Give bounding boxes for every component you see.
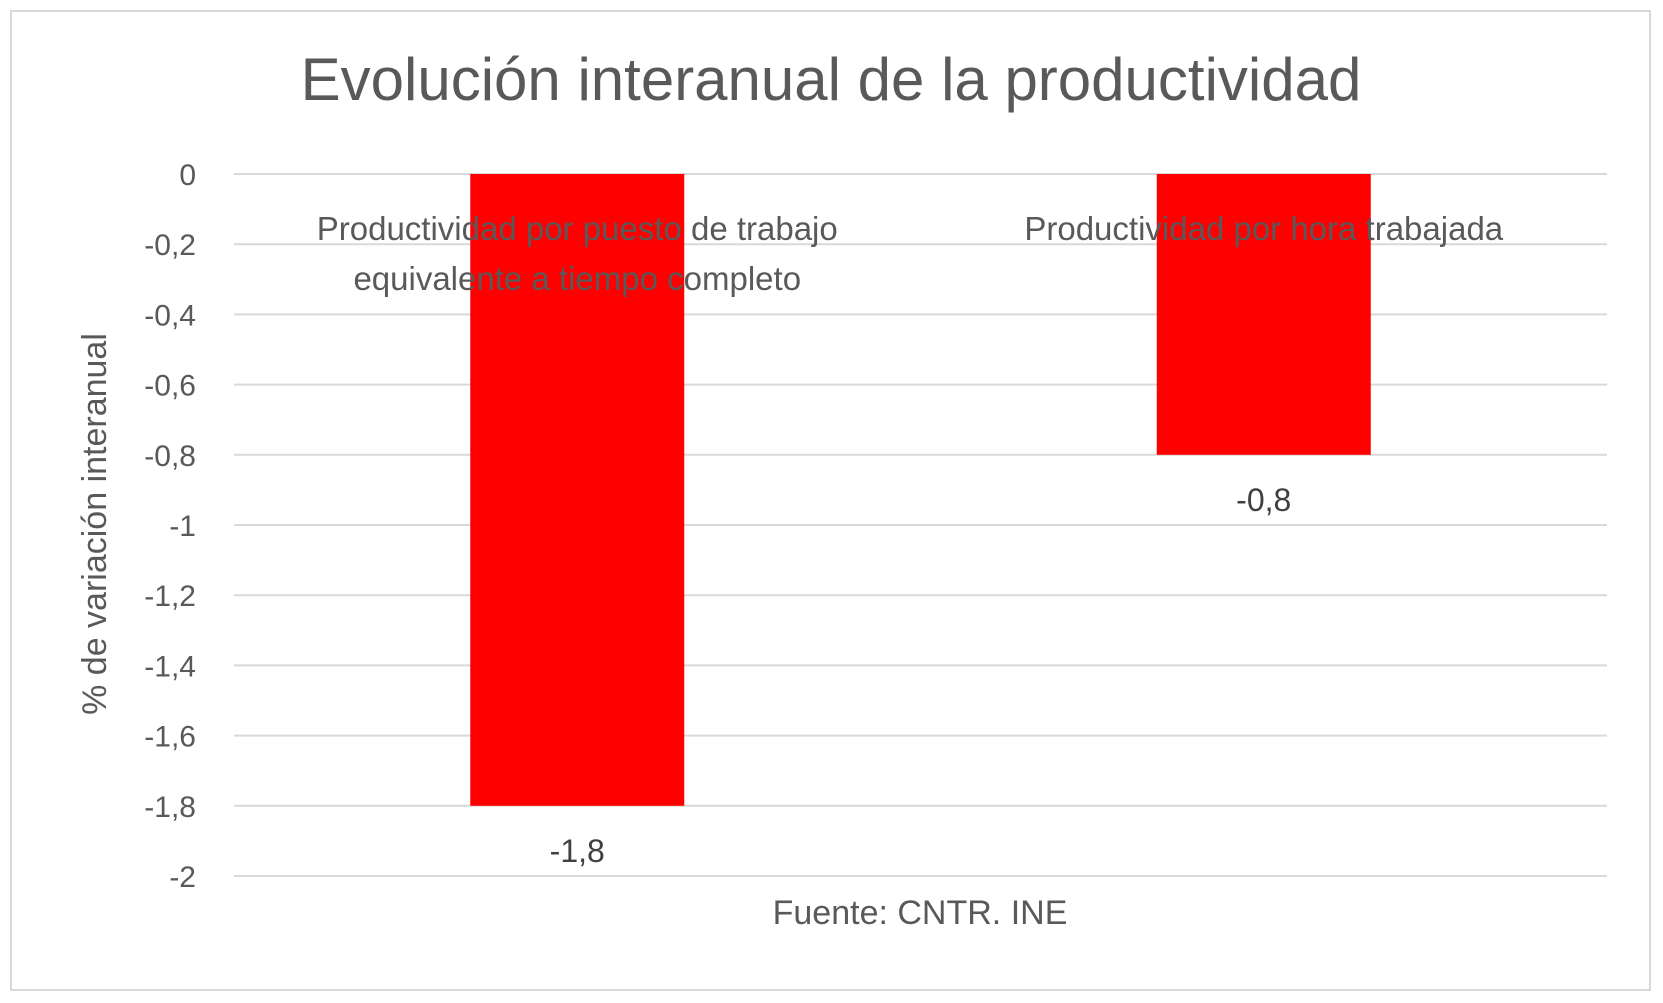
y-tick-label: -2 — [169, 861, 196, 894]
gridlines — [234, 173, 1607, 877]
chart-title: Evolución interanual de la productividad — [301, 46, 1362, 113]
y-tick-label: -0,4 — [144, 299, 196, 332]
y-axis-label: % de variación interanual — [76, 333, 114, 715]
y-tick-label: 0 — [179, 159, 196, 192]
y-tick-label: -1 — [169, 510, 196, 543]
bars — [470, 174, 1371, 806]
data-labels: -1,8 -0,8 — [550, 482, 1292, 869]
bar — [470, 174, 685, 806]
y-tick-label: -0,6 — [144, 370, 196, 403]
y-tick-label: -1,2 — [144, 580, 196, 613]
source-note: Fuente: CNTR. INE — [773, 894, 1068, 932]
y-axis-ticks: 0 -0,2 -0,4 -0,6 -0,8 -1 -1,2 -1,4 -1,6 -1,8 -2 — [144, 159, 196, 894]
category-label: equivalente a tiempo completo — [353, 260, 801, 297]
category-label: Productividad por hora trabajada — [1024, 210, 1503, 247]
data-label: -1,8 — [550, 833, 605, 869]
data-label: -0,8 — [1236, 482, 1291, 518]
y-tick-label: -0,8 — [144, 440, 196, 473]
category-label: Productividad por puesto de trabajo — [317, 210, 838, 247]
bar — [1156, 174, 1371, 455]
y-tick-label: -0,2 — [144, 229, 196, 262]
y-tick-label: -1,6 — [144, 721, 196, 754]
category-labels: Productividad por puesto de trabajo equiv… — [317, 210, 1504, 297]
y-tick-label: -1,8 — [144, 791, 196, 824]
y-tick-label: -1,4 — [144, 650, 196, 683]
